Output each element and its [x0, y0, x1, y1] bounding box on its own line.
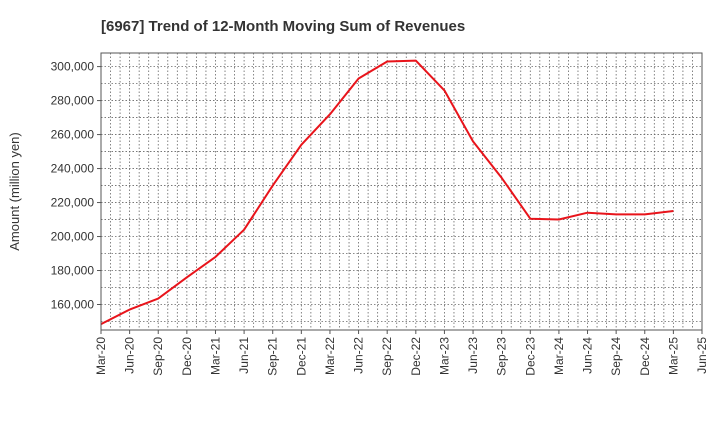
x-tick-label: Mar-22 — [323, 337, 337, 375]
x-tick-label: Mar-20 — [94, 337, 108, 375]
y-tick-label: 300,000 — [51, 60, 95, 74]
chart-title: [6967] Trend of 12-Month Moving Sum of R… — [101, 18, 465, 35]
x-tick-label: Dec-23 — [523, 337, 537, 376]
series-line — [100, 59, 674, 325]
y-tick-label: 240,000 — [51, 162, 95, 176]
x-tick-label: Dec-22 — [409, 337, 423, 376]
series-layer — [100, 59, 674, 325]
y-axis: 160,000 180,000 200,000 220,000 240,000 260,0… — [51, 60, 101, 312]
y-tick-label: 200,000 — [51, 230, 95, 244]
x-tick-label: Jun-23 — [466, 337, 480, 374]
x-tick-label: Sep-23 — [495, 337, 509, 376]
x-tick-label: Mar-21 — [208, 337, 222, 375]
x-tick-label: Jun-21 — [237, 337, 251, 374]
y-tick-label: 260,000 — [51, 128, 95, 142]
plot-area — [101, 53, 702, 330]
grid — [101, 53, 702, 330]
x-tick-label: Sep-22 — [380, 337, 394, 376]
x-tick-label: Dec-20 — [180, 337, 194, 376]
x-tick-label: Sep-24 — [609, 337, 623, 376]
x-tick-label: Dec-24 — [638, 337, 652, 376]
x-tick-label: Mar-25 — [666, 337, 680, 375]
x-tick-label: Sep-20 — [151, 337, 165, 376]
y-tick-label: 180,000 — [51, 264, 95, 278]
x-tick-label: Jun-22 — [352, 337, 366, 374]
x-tick-label: Mar-24 — [552, 337, 566, 375]
plot-frame — [100, 52, 703, 331]
x-tick-label: Dec-21 — [294, 337, 308, 376]
y-tick-label: 160,000 — [51, 298, 95, 312]
x-tick-label: Jun-24 — [581, 337, 595, 374]
x-tick-label: Sep-21 — [266, 337, 280, 376]
x-tick-label: Mar-23 — [437, 337, 451, 375]
x-tick-label: Jun-20 — [123, 337, 137, 374]
x-axis: Mar-20 Jun-20 Sep-20 Dec-20 Mar-21 Jun-21 Sep-… — [94, 330, 709, 376]
y-tick-label: 220,000 — [51, 196, 95, 210]
x-tick-label: Jun-25 — [695, 337, 709, 374]
y-axis-label: Amount (million yen) — [7, 132, 22, 251]
y-tick-label: 280,000 — [51, 94, 95, 108]
